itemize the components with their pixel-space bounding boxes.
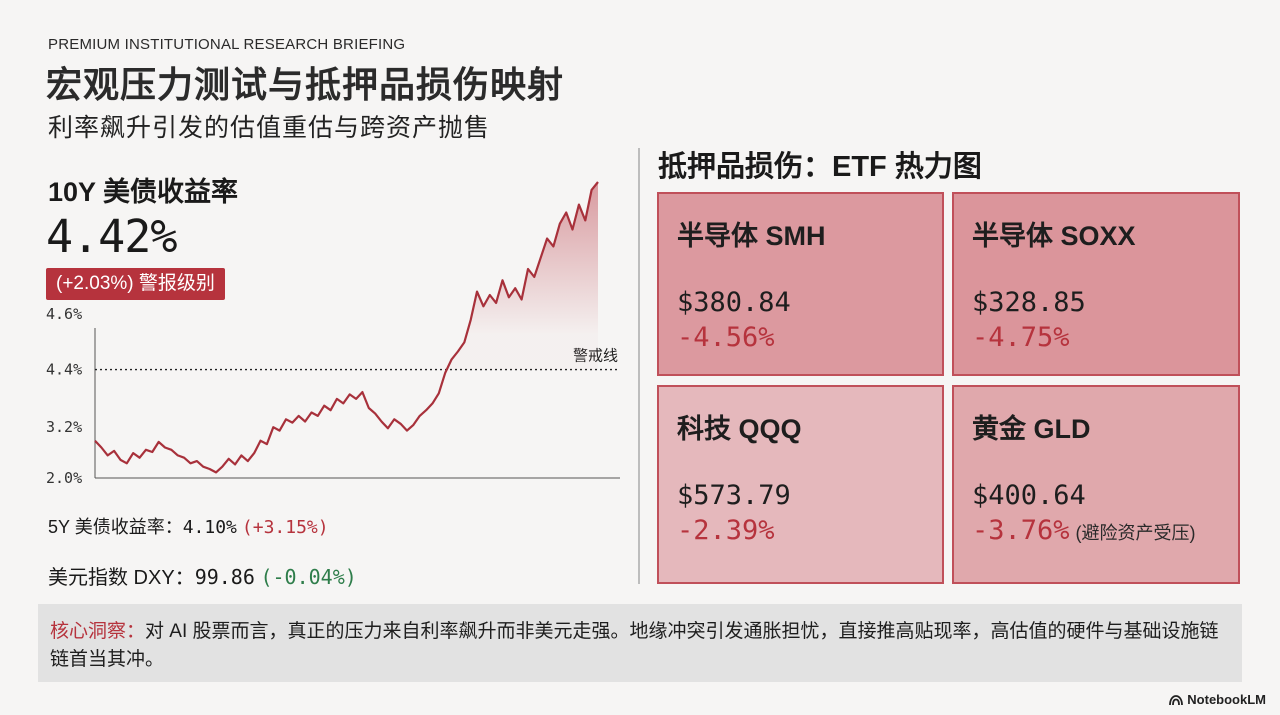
tile-change-value: -4.75% — [972, 322, 1070, 353]
insight-label: 核心洞察： — [50, 621, 146, 642]
page-subtitle: 利率飙升引发的估值重估与跨资产抛售 — [48, 114, 491, 142]
y-tick-label: 3.2% — [46, 418, 82, 436]
y5-change: (+3.15%) — [241, 517, 329, 538]
y5-label: 5Y 美债收益率： — [48, 517, 183, 537]
tile-change: -4.75% — [972, 322, 1238, 353]
tile-name: 科技 QQQ — [677, 414, 802, 444]
tile-change: -3.76% (避险资产受压) — [972, 515, 1238, 546]
dxy-line: 美元指数 DXY：99.86 (-0.04%) — [48, 561, 357, 590]
alert-badge: (+2.03%) 警报级别 — [46, 268, 225, 300]
dxy-change: (-0.04%) — [260, 565, 357, 589]
tile-price: $328.85 — [972, 287, 1086, 318]
tile-name: 黄金 GLD — [972, 414, 1091, 444]
y-tick-label: 4.4% — [46, 361, 82, 379]
insight-text: 对 AI 股票而言，真正的压力来自利率飙升而非美元走强。地缘冲突引发通胀担忧，直… — [50, 621, 1219, 670]
tile-note: (避险资产受压) — [1075, 523, 1196, 543]
y10-value: 4.42% — [46, 210, 177, 263]
heatmap-tile-soxx: 半导体 SOXX $328.85 -4.75% — [952, 192, 1240, 376]
y-tick-label: 2.0% — [46, 469, 82, 487]
series-area — [445, 182, 598, 373]
tile-price: $573.79 — [677, 480, 791, 511]
y5-value: 4.10% — [182, 517, 237, 538]
core-insight-box: 核心洞察：对 AI 股票而言，真正的压力来自利率飙升而非美元走强。地缘冲突引发通… — [38, 604, 1242, 682]
tile-name: 半导体 SMH — [677, 221, 826, 251]
report-kicker: PREMIUM INSTITUTIONAL RESEARCH BRIEFING — [48, 36, 406, 53]
tile-change-value: -4.56% — [677, 322, 775, 353]
tile-change: -4.56% — [677, 322, 942, 353]
dxy-value: 99.86 — [194, 565, 255, 589]
tile-change-value: -2.39% — [677, 515, 775, 546]
page-title: 宏观压力测试与抵押品损伤映射 — [46, 64, 565, 105]
tile-name: 半导体 SOXX — [972, 221, 1136, 251]
tile-price: $400.64 — [972, 480, 1086, 511]
heatmap-tile-smh: 半导体 SMH $380.84 -4.56% — [657, 192, 944, 376]
tile-change-value: -3.76% — [972, 515, 1070, 546]
heatmap-title: 抵押品损伤：ETF 热力图 — [658, 151, 982, 183]
yield-chart: 2.0%3.2%4.4%4.6%警戒线 — [46, 181, 620, 487]
heatmap-tile-qqq: 科技 QQQ $573.79 -2.39% — [657, 385, 944, 584]
y5-line: 5Y 美债收益率：4.10% (+3.15%) — [48, 513, 329, 539]
tile-price: $380.84 — [677, 287, 791, 318]
y10-label: 10Y 美债收益率 — [48, 177, 239, 207]
series-line — [94, 181, 599, 474]
y-tick-label: 4.6% — [46, 305, 82, 323]
notebooklm-icon — [1169, 694, 1184, 705]
tile-change: -2.39% — [677, 515, 942, 546]
logo-text: NotebookLM — [1187, 692, 1266, 707]
heatmap-tile-gld: 黄金 GLD $400.64 -3.76% (避险资产受压) — [952, 385, 1240, 584]
notebooklm-logo: NotebookLM — [1169, 692, 1266, 707]
dxy-label: 美元指数 DXY： — [48, 567, 195, 589]
section-divider — [638, 148, 640, 584]
